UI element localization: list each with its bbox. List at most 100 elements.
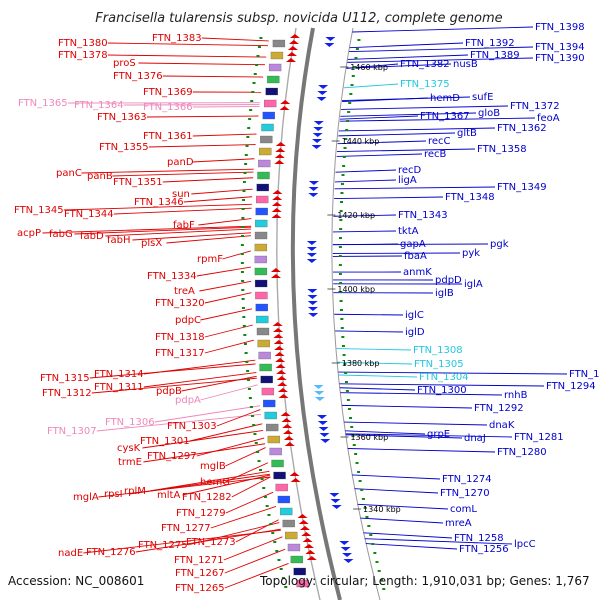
gene-label-rnhb[interactable]: rnhB (504, 390, 528, 401)
gene-label-gltb[interactable]: gltB (457, 128, 477, 139)
gene-label-tkta[interactable]: tktA (398, 226, 419, 237)
gene-label-feoa[interactable]: feoA (537, 113, 560, 124)
gene-label-ftn-1362[interactable]: FTN_1362 (497, 123, 547, 134)
gene-label-ftn-1376[interactable]: FTN_1376 (113, 71, 163, 82)
gene-label-ftn-1315[interactable]: FTN_1315 (40, 373, 90, 384)
gene-label-mlta[interactable]: mltA (157, 490, 180, 501)
gene-label-ftn-1382[interactable]: FTN_1382 (400, 59, 450, 70)
gene-label-ftn-1394[interactable]: FTN_1394 (535, 42, 585, 53)
gene-label-hemd[interactable]: hemD (430, 93, 460, 104)
gene-label-coml[interactable]: comL (450, 504, 477, 515)
gene-label-panb[interactable]: panB (87, 171, 113, 182)
gene-label-ftn-1349[interactable]: FTN_1349 (497, 182, 547, 193)
gene-label-ftn-1389[interactable]: FTN_1389 (470, 50, 520, 61)
gene-label-ftn-1348[interactable]: FTN_1348 (445, 192, 495, 203)
gene-label-grpe[interactable]: grpE (427, 429, 450, 440)
gene-label-igla[interactable]: iglA (464, 279, 483, 290)
gene-label-ftn-1367[interactable]: FTN_1367 (420, 111, 470, 122)
gene-label-ftn-1276[interactable]: FTN_1276 (86, 547, 136, 558)
gene-label-ftn-1305[interactable]: FTN_1305 (414, 359, 464, 370)
gene-label-ftn-1307[interactable]: FTN_1307 (47, 426, 97, 437)
gene-label-ftn-1303[interactable]: FTN_1303 (167, 421, 217, 432)
gene-label-ftn-1392[interactable]: FTN_1392 (465, 38, 515, 49)
gene-label-ftn-1358[interactable]: FTN_1358 (477, 144, 527, 155)
gene-label-anmk[interactable]: anmK (403, 267, 432, 278)
gene-label-ftn-1390[interactable]: FTN_1390 (535, 53, 585, 64)
gene-label-ftn-1297[interactable]: FTN_1297 (147, 451, 197, 462)
gene-label-sun[interactable]: sun (172, 189, 190, 200)
gene-label-ftn-1306[interactable]: FTN_1306 (105, 417, 155, 428)
gene-label-ftn-1318[interactable]: FTN_1318 (155, 332, 205, 343)
gene-label-ftn-1294[interactable]: FTN_1294 (546, 381, 596, 392)
gene-label-pand[interactable]: panD (167, 157, 194, 168)
gene-label-pdpa[interactable]: pdpA (175, 395, 201, 406)
gene-label-gapa[interactable]: gapA (400, 239, 426, 250)
gene-label-dnaj[interactable]: dnaJ (464, 433, 486, 444)
gene-label-fabh[interactable]: fabH (107, 235, 131, 246)
gene-label-ftn-1378[interactable]: FTN_1378 (58, 50, 108, 61)
gene-label-ftn-1351[interactable]: FTN_1351 (113, 177, 163, 188)
gene-label-mgla[interactable]: mglA (73, 492, 99, 503)
gene-label-ftn-1265[interactable]: FTN_1265 (175, 583, 225, 594)
gene-label-ftn-1267[interactable]: FTN_1267 (175, 568, 225, 579)
gene-label-mrea[interactable]: mreA (445, 518, 472, 529)
gene-label-ftn-1281[interactable]: FTN_1281 (514, 432, 564, 443)
gene-label-ftn-1270[interactable]: FTN_1270 (440, 488, 490, 499)
gene-label-glob[interactable]: gloB (478, 108, 500, 119)
gene-label-ftn-1312[interactable]: FTN_1312 (42, 388, 92, 399)
gene-label-recb[interactable]: recB (424, 149, 447, 160)
gene-label-ftn-1366[interactable]: FTN_1366 (143, 102, 193, 113)
gene-label-ftn-1398[interactable]: FTN_1398 (535, 22, 585, 33)
gene-label-pdpc[interactable]: pdpC (175, 315, 201, 326)
gene-label-ftn-1361[interactable]: FTN_1361 (143, 131, 193, 142)
gene-label-rpsi[interactable]: rpsI (104, 489, 123, 500)
gene-label-mglb[interactable]: mglB (200, 461, 226, 472)
gene-label-ftn-1279[interactable]: FTN_1279 (176, 508, 226, 519)
gene-label-fabd[interactable]: fabD (80, 231, 104, 242)
gene-label-ftn-1334[interactable]: FTN_1334 (147, 271, 197, 282)
gene-label-acpp[interactable]: acpP (17, 228, 41, 239)
gene-label-ftn-1274[interactable]: FTN_1274 (442, 474, 492, 485)
gene-label-ftn-1364[interactable]: FTN_1364 (74, 100, 124, 111)
gene-label-ftn-1345[interactable]: FTN_1345 (14, 205, 64, 216)
gene-label-cysk[interactable]: cysK (117, 443, 141, 454)
gene-label-panc[interactable]: panC (56, 168, 82, 179)
gene-label-ftn-1301[interactable]: FTN_1301 (140, 436, 190, 447)
gene-label-nusb[interactable]: nusB (453, 59, 478, 70)
gene-label-ftn-1304[interactable]: FTN_1304 (419, 372, 469, 383)
gene-label-ftn-1355[interactable]: FTN_1355 (99, 142, 149, 153)
gene-label-pros[interactable]: proS (113, 58, 136, 69)
gene-label-lpcc[interactable]: lpcC (514, 539, 536, 550)
gene-label-dnak[interactable]: dnaK (489, 420, 515, 431)
gene-label-ftn-1277[interactable]: FTN_1277 (161, 523, 211, 534)
gene-label-pgk[interactable]: pgk (490, 239, 509, 250)
gene-label-ftn-1275[interactable]: FTN_1275 (138, 540, 188, 551)
gene-label-hemg[interactable]: hemG (200, 477, 230, 488)
gene-label-recd[interactable]: recD (398, 165, 422, 176)
gene-label-ftn-1320[interactable]: FTN_1320 (155, 298, 205, 309)
gene-label-trea[interactable]: treA (174, 286, 195, 297)
gene-label-trme[interactable]: trmE (118, 457, 142, 468)
gene-label-ftn-1311[interactable]: FTN_1311 (94, 382, 144, 393)
gene-label-ftn-1363[interactable]: FTN_1363 (97, 112, 147, 123)
gene-label-igld[interactable]: iglD (405, 327, 425, 338)
gene-label-ftn-1256[interactable]: FTN_1256 (459, 544, 509, 555)
gene-label-ftn-1383[interactable]: FTN_1383 (152, 33, 202, 44)
gene-label-recc[interactable]: recC (428, 136, 451, 147)
gene-label-ftn-1344[interactable]: FTN_1344 (64, 209, 114, 220)
gene-label-ftn-1375[interactable]: FTN_1375 (400, 79, 450, 90)
gene-label-ftn-1369[interactable]: FTN_1369 (143, 87, 193, 98)
gene-label-ftn-1380[interactable]: FTN_1380 (58, 38, 108, 49)
gene-label-pdpb[interactable]: pdpB (156, 386, 182, 397)
gene-label-ftn-1308[interactable]: FTN_1308 (413, 345, 463, 356)
gene-label-fabg[interactable]: fabG (49, 229, 73, 240)
gene-label-fbaa[interactable]: fbaA (404, 251, 427, 262)
gene-label-ftn-1343[interactable]: FTN_1343 (398, 210, 448, 221)
gene-label-pyk[interactable]: pyk (462, 248, 480, 259)
gene-label-nade[interactable]: nadE (58, 548, 83, 559)
gene-label-ftn-1273[interactable]: FTN_1273 (186, 537, 236, 548)
gene-label-rpmf[interactable]: rpmF (197, 254, 223, 265)
gene-label-ftn-1365[interactable]: FTN_1365 (18, 98, 68, 109)
gene-label-fabf[interactable]: fabF (173, 220, 195, 231)
gene-label-ftn-1299[interactable]: FTN_1299 (569, 369, 600, 380)
